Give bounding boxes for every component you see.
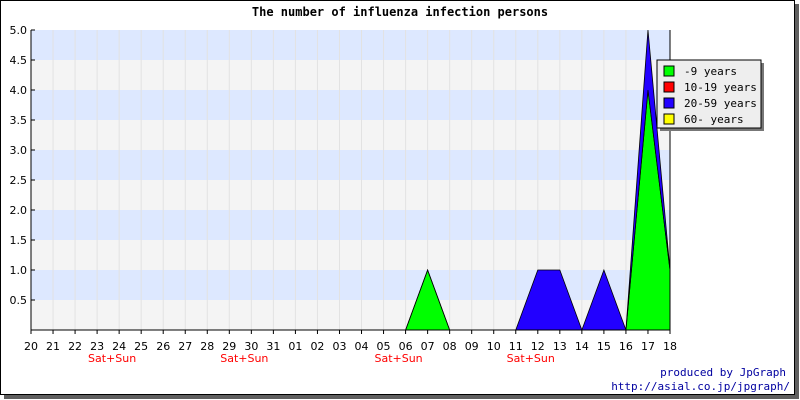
plot-background (31, 30, 670, 330)
x-tick-label: 17 (641, 340, 655, 353)
y-tick-label: 1.5 (10, 234, 28, 247)
x-tick-label: 02 (310, 340, 324, 353)
x-tick-label: 26 (156, 340, 170, 353)
x-tick-label: 18 (663, 340, 677, 353)
x-tick-label: 23 (90, 340, 104, 353)
y-tick-label: 1.0 (10, 264, 28, 277)
x-tick-label: 01 (288, 340, 302, 353)
credit-line-1: produced by JpGraph (660, 366, 786, 379)
legend-label-0: -9 years (684, 65, 737, 78)
legend-swatch-2 (663, 97, 675, 109)
legend: -9 years 10-19 years 20-59 years 60- years (656, 59, 764, 131)
x-tick-label: 15 (597, 340, 611, 353)
legend-label-3: 60- years (684, 113, 744, 126)
legend-label-2: 20-59 years (684, 97, 757, 110)
x-tick-label: 21 (46, 340, 60, 353)
x-tick-label: 07 (421, 340, 435, 353)
x-tick-label: 29 (222, 340, 236, 353)
x-tick-label: 13 (553, 340, 567, 353)
weekend-label: Sat+Sun (88, 352, 136, 365)
credit-line-2: http://asial.co.jp/jpgraph/ (611, 380, 790, 393)
y-tick-label: 0.5 (10, 294, 28, 307)
x-tick-label: 12 (531, 340, 545, 353)
chart-title: The number of influenza infection person… (252, 5, 548, 19)
x-tick-label: 08 (443, 340, 457, 353)
x-tick-label: 03 (332, 340, 346, 353)
weekend-label: Sat+Sun (507, 352, 555, 365)
x-tick-label: 06 (399, 340, 413, 353)
legend-swatch-1 (663, 81, 675, 93)
y-axis-ticks: 0.5 1.0 1.5 2.0 2.5 3.0 3.5 4.0 4.5 5.0 (10, 24, 35, 307)
plot-band (31, 30, 670, 60)
weekend-label: Sat+Sun (220, 352, 268, 365)
x-tick-label: 30 (244, 340, 258, 353)
legend-swatch-3 (663, 113, 675, 125)
x-tick-label: 27 (178, 340, 192, 353)
x-tick-label: 05 (377, 340, 391, 353)
y-tick-label: 2.0 (10, 204, 28, 217)
x-tick-label: 28 (200, 340, 214, 353)
x-tick-label: 25 (134, 340, 148, 353)
legend-label-1: 10-19 years (684, 81, 757, 94)
x-tick-label: 11 (509, 340, 523, 353)
y-tick-label: 3.5 (10, 114, 28, 127)
plot-band (31, 150, 670, 180)
y-tick-label: 2.5 (10, 174, 28, 187)
x-axis-ticks: 20 21 22 23 24 25 26 27 28 29 30 31 01 02 03 04 05 06 07 08… (24, 330, 677, 353)
plot-band (31, 270, 670, 300)
y-tick-label: 5.0 (10, 24, 28, 37)
legend-swatch-0 (663, 65, 675, 77)
x-tick-label: 10 (487, 340, 501, 353)
plot-band (31, 180, 670, 210)
y-tick-label: 4.0 (10, 84, 28, 97)
grid (30, 30, 671, 330)
x-tick-label: 31 (266, 340, 280, 353)
plot-band (31, 210, 670, 240)
y-tick-label: 4.5 (10, 54, 28, 67)
x-tick-label: 22 (68, 340, 82, 353)
weekend-label: Sat+Sun (374, 352, 422, 365)
plot-band (31, 90, 670, 120)
plot-band (31, 120, 670, 150)
x-tick-label: 04 (355, 340, 369, 353)
x-tick-label: 09 (465, 340, 479, 353)
x-tick-label: 16 (619, 340, 633, 353)
x-tick-label: 14 (575, 340, 589, 353)
weekend-labels: Sat+Sun Sat+Sun Sat+Sun Sat+Sun (88, 352, 555, 365)
plot-band (31, 60, 670, 90)
x-tick-label: 24 (112, 340, 126, 353)
x-tick-label: 20 (24, 340, 38, 353)
plot-band (31, 240, 670, 270)
y-tick-label: 3.0 (10, 144, 28, 157)
